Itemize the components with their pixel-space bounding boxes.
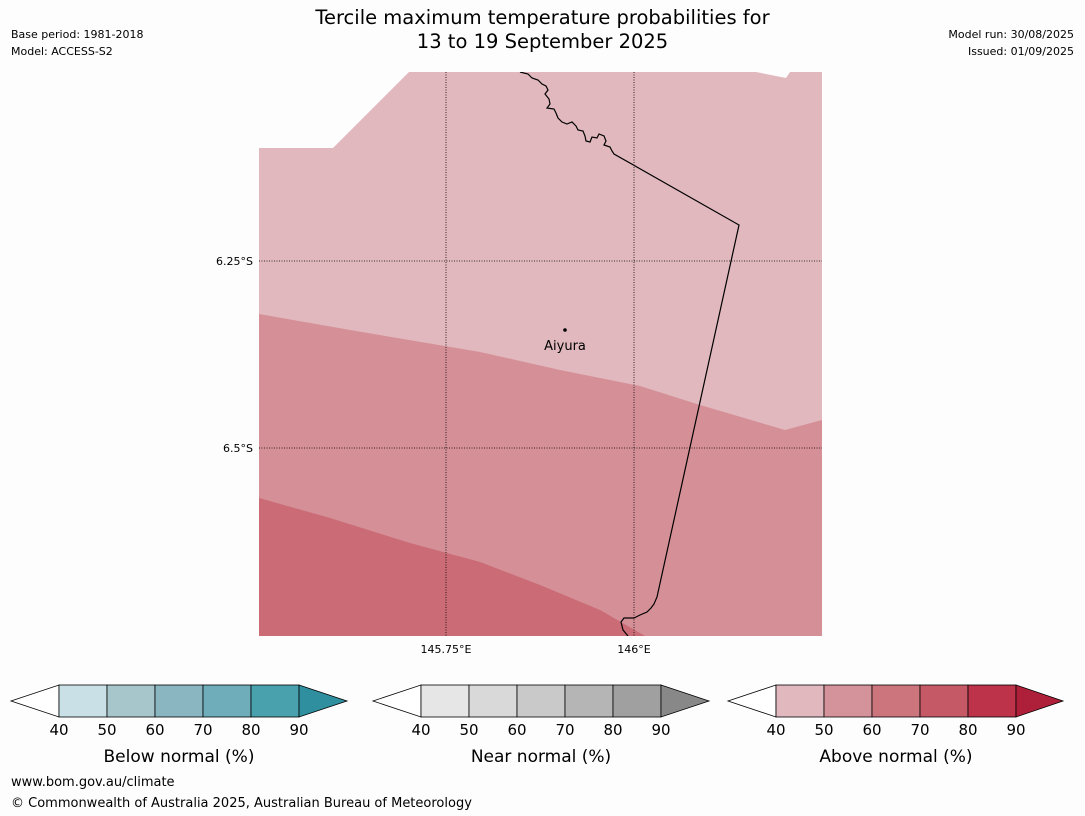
colorbar-near: 40 50 60 70 80 90 Near normal (%) [371,684,711,767]
colorbar-below-over-triangle [298,684,349,718]
meta-left: Base period: 1981-2018 Model: ACCESS-S2 [11,26,143,60]
colorbar-near-title: Near normal (%) [471,747,611,767]
lat-label-6-5: 6.5°S [223,442,253,455]
region-above-60-70 [259,498,645,636]
map-title: Tercile maximum temperature probabilitie… [0,6,1085,54]
footer-url: www.bom.gov.au/climate [11,775,175,790]
model-text: Model: ACCESS-S2 [11,45,113,58]
colorbar-near-under-triangle [371,684,422,718]
colorbar-near-segment [420,684,470,718]
colorbar-below-tick-label: 40 [49,721,68,739]
border-line [519,72,740,636]
colorbar-near-over-triangle [660,684,711,718]
colorbar-near-segment [612,684,662,718]
aiyura-marker [563,328,567,332]
title-line-2: 13 to 19 September 2025 [416,30,669,53]
colorbar-above-title: Above normal (%) [819,747,972,767]
colorbar-below-tick-label: 60 [145,721,164,739]
colorbar-above-segment [775,684,825,718]
colorbar-above-under-triangle [726,684,777,718]
colorbar-above-tick-label: 80 [958,721,977,739]
title-line-1: Tercile maximum temperature probabilitie… [315,6,770,29]
colorbar-below-tick-label: 70 [193,721,212,739]
base-period-text: Base period: 1981-2018 [11,28,144,41]
colorbar-below-under-triangle [9,684,60,718]
colorbar-below-segment [106,684,156,718]
map-plot-area [259,72,822,636]
colorbar-above-tick-label: 60 [862,721,881,739]
colorbar-below-segment [250,684,300,718]
colorbar-above-segment [871,684,921,718]
aiyura-label: Aiyura [544,339,586,354]
colorbar-above-segment [919,684,969,718]
lon-label-145-75: 145.75°E [421,643,472,656]
model-run-text: Model run: 30/08/2025 [948,28,1074,41]
colorbar-above-tick-label: 70 [910,721,929,739]
colorbar-near-segment [516,684,566,718]
colorbar-below-segment [58,684,108,718]
lat-label-6-25: 6.25°S [216,255,253,268]
colorbar-below-segment [202,684,252,718]
colorbar-above-over-triangle [1015,684,1065,718]
colorbar-above-tick-label: 50 [814,721,833,739]
colorbar-below-title: Below normal (%) [104,747,255,767]
colorbar-above-tick-label: 40 [766,721,785,739]
colorbar-near-tick-label: 70 [555,721,574,739]
colorbar-near-tick-label: 40 [411,721,430,739]
colorbar-below-tick-label: 80 [241,721,260,739]
colorbar-near-tick-label: 80 [603,721,622,739]
colorbar-legends: 40 50 60 70 80 90 Below normal (%) 40 50 60 70 80 90… [9,684,1065,767]
colorbar-near-tick-label: 90 [651,721,670,739]
colorbar-near-tick-label: 50 [459,721,478,739]
colorbar-above: 40 50 60 70 80 90 Above normal (%) [726,684,1065,767]
colorbar-below-tick-label: 90 [289,721,308,739]
colorbar-near-tick-label: 60 [507,721,526,739]
colorbar-near-segment [564,684,614,718]
colorbar-near-segment [468,684,518,718]
colorbar-above-tick-label: 90 [1006,721,1025,739]
lon-label-146: 146°E [617,643,650,656]
colorbar-above-segment [823,684,873,718]
colorbar-below: 40 50 60 70 80 90 Below normal (%) [9,684,349,767]
colorbar-below-segment [154,684,204,718]
gridlines [259,72,822,636]
colorbar-below-tick-label: 50 [97,721,116,739]
issued-text: Issued: 01/09/2025 [967,45,1074,58]
meta-right: Model run: 30/08/2025 Issued: 01/09/2025 [948,26,1074,60]
footer-copyright: © Commonwealth of Australia 2025, Austra… [11,796,472,811]
colorbar-above-segment [967,684,1017,718]
